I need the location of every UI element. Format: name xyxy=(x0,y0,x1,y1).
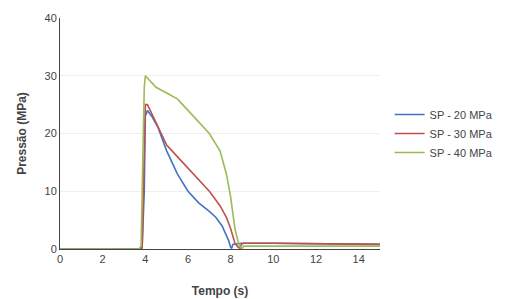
svg-text:8: 8 xyxy=(228,253,234,265)
svg-text:SP - 20 MPa: SP - 20 MPa xyxy=(430,109,493,121)
svg-text:2: 2 xyxy=(100,253,106,265)
svg-text:0: 0 xyxy=(57,253,63,265)
svg-text:Pressão (MPa): Pressão (MPa) xyxy=(15,92,29,175)
svg-text:0: 0 xyxy=(51,243,57,255)
svg-text:10: 10 xyxy=(45,185,57,197)
svg-text:SP - 40 MPa: SP - 40 MPa xyxy=(430,147,493,159)
svg-text:10: 10 xyxy=(267,253,279,265)
svg-text:30: 30 xyxy=(45,70,57,82)
svg-text:12: 12 xyxy=(310,253,322,265)
svg-text:4: 4 xyxy=(142,253,148,265)
svg-text:SP - 30 MPa: SP - 30 MPa xyxy=(430,128,493,140)
svg-text:40: 40 xyxy=(45,12,57,24)
svg-text:6: 6 xyxy=(185,253,191,265)
svg-text:14: 14 xyxy=(353,253,365,265)
svg-text:20: 20 xyxy=(45,127,57,139)
svg-text:Tempo (s): Tempo (s) xyxy=(192,284,248,298)
